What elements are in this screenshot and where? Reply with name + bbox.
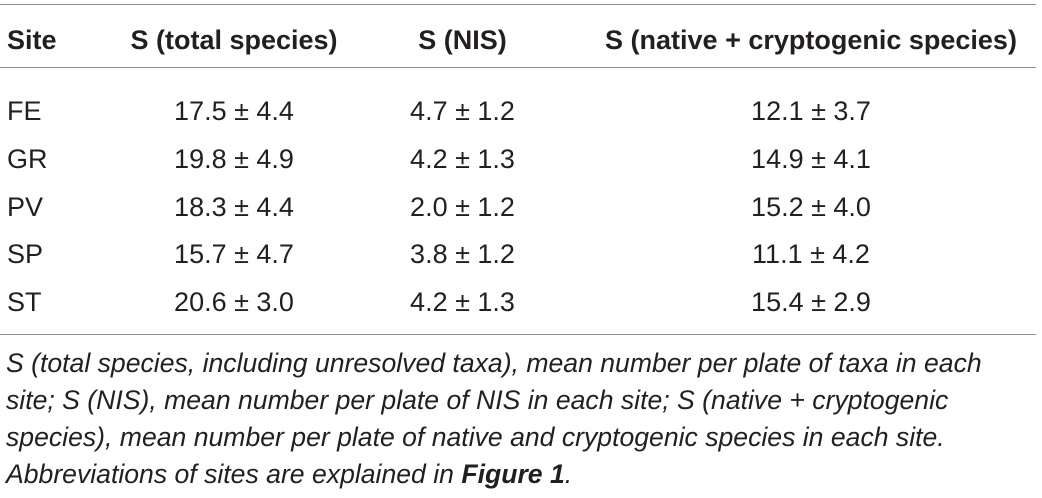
table-row: SP 15.7 ± 4.7 3.8 ± 1.2 11.1 ± 4.2 — [0, 241, 1036, 289]
table-bottom-rule — [0, 334, 1036, 335]
cell-nis: 3.8 ± 1.2 — [410, 239, 515, 269]
cell-native-cryptogenic: 11.1 ± 4.2 — [752, 239, 870, 269]
table-row: FE 17.5 ± 4.4 4.7 ± 1.2 12.1 ± 3.7 — [0, 98, 1036, 146]
cell-site: SP — [7, 239, 44, 269]
cell-total-species: 17.5 ± 4.4 — [174, 96, 294, 126]
cell-nis: 2.0 ± 1.2 — [410, 192, 515, 222]
cell-site: FE — [7, 96, 42, 126]
table-top-rule — [0, 4, 1036, 5]
table-row: PV 18.3 ± 4.4 2.0 ± 1.2 15.2 ± 4.0 — [0, 194, 1036, 242]
footnote-text: S (total species, including unresolved t… — [6, 348, 982, 489]
cell-total-species: 19.8 ± 4.9 — [174, 144, 294, 174]
cell-native-cryptogenic: 15.4 ± 2.9 — [751, 287, 871, 317]
cell-native-cryptogenic: 14.9 ± 4.1 — [751, 144, 871, 174]
table-header-rule — [0, 67, 1036, 68]
header-total-species: S (total species) — [130, 25, 338, 55]
cell-site: GR — [7, 144, 48, 174]
cell-nis: 4.2 ± 1.3 — [410, 287, 515, 317]
figure-reference-link[interactable]: Figure 1 — [461, 459, 565, 489]
header-nis: S (NIS) — [418, 25, 507, 55]
cell-native-cryptogenic: 15.2 ± 4.0 — [751, 192, 871, 222]
header-native-cryptogenic: S (native + cryptogenic species) — [605, 25, 1017, 55]
cell-native-cryptogenic: 12.1 ± 3.7 — [751, 96, 871, 126]
cell-nis: 4.7 ± 1.2 — [410, 96, 515, 126]
table-header-row: Site S (total species) S (NIS) S (native… — [0, 27, 1036, 75]
cell-total-species: 20.6 ± 3.0 — [174, 287, 294, 317]
table-row: GR 19.8 ± 4.9 4.2 ± 1.3 14.9 ± 4.1 — [0, 146, 1036, 194]
cell-total-species: 18.3 ± 4.4 — [174, 192, 294, 222]
table-row: ST 20.6 ± 3.0 4.2 ± 1.3 15.4 ± 2.9 — [0, 289, 1036, 337]
cell-site: PV — [7, 192, 44, 222]
footnote-end: . — [564, 459, 573, 489]
table-footnote: S (total species, including unresolved t… — [6, 345, 1036, 493]
header-site: Site — [7, 25, 57, 55]
cell-nis: 4.2 ± 1.3 — [410, 144, 515, 174]
cell-site: ST — [7, 287, 42, 317]
cell-total-species: 15.7 ± 4.7 — [174, 239, 294, 269]
